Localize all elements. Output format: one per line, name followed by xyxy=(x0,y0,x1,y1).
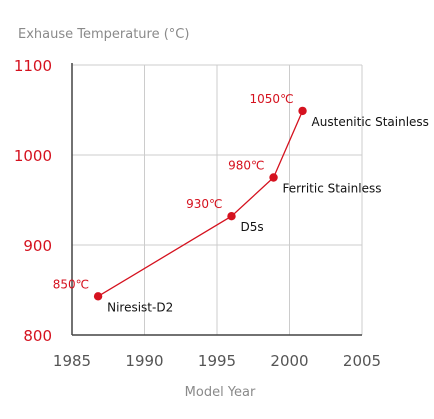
chart-title: Exhause Temperature (°C) xyxy=(18,27,189,42)
data-point xyxy=(269,173,278,182)
data-labels: 850℃ Niresist-D2 930℃ D5s 980℃ Ferritic Stain… xyxy=(53,92,429,314)
x-tick-label: 1990 xyxy=(125,352,163,370)
value-label: 980℃ xyxy=(228,159,264,173)
y-tick-label: 900 xyxy=(23,237,52,255)
grid xyxy=(72,64,363,335)
y-tick-label: 1000 xyxy=(14,147,52,165)
data-point xyxy=(93,292,103,301)
value-label: 930℃ xyxy=(186,197,222,211)
x-tick-labels: 1985 1990 1995 2000 2005 xyxy=(53,352,381,370)
y-tick-labels: 800 900 1000 1100 xyxy=(14,57,52,345)
point-name-label: Ferritic Stainless xyxy=(283,182,382,196)
series-line xyxy=(97,110,304,297)
x-axis-label: Model Year xyxy=(185,385,256,400)
point-name-label: Niresist-D2 xyxy=(107,300,173,314)
x-tick-label: 2000 xyxy=(270,352,308,370)
data-point xyxy=(298,106,307,116)
series-line-group xyxy=(93,106,307,301)
value-label: 1050℃ xyxy=(250,92,294,106)
axes xyxy=(71,63,362,336)
x-tick-label: 1995 xyxy=(198,352,236,370)
point-name-label: D5s xyxy=(241,220,264,234)
y-tick-label: 800 xyxy=(23,327,52,345)
x-tick-label: 2005 xyxy=(343,352,381,370)
y-tick-label: 1100 xyxy=(14,57,52,75)
point-name-label: Austenitic Stainless xyxy=(312,115,429,129)
data-point xyxy=(227,212,236,221)
value-label: 850℃ xyxy=(53,277,89,291)
x-tick-label: 1985 xyxy=(53,352,91,370)
